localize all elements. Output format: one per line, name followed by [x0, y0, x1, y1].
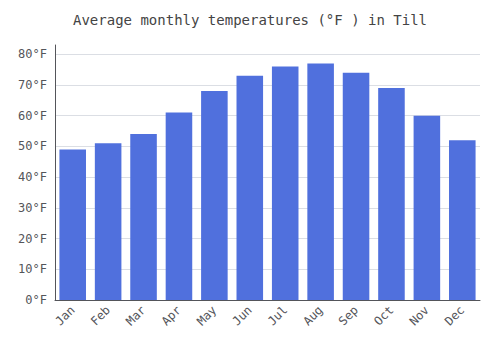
- svg-text:10°F: 10°F: [18, 262, 47, 276]
- svg-text:40°F: 40°F: [18, 170, 47, 184]
- svg-text:Mar: Mar: [123, 303, 148, 328]
- svg-text:Oct: Oct: [371, 303, 396, 328]
- svg-text:Jul: Jul: [265, 303, 290, 328]
- svg-text:Sep: Sep: [336, 303, 361, 328]
- svg-text:Nov: Nov: [407, 303, 432, 328]
- svg-text:50°F: 50°F: [18, 139, 47, 153]
- svg-text:0°F: 0°F: [25, 293, 47, 307]
- svg-text:Jan: Jan: [52, 303, 77, 328]
- svg-text:20°F: 20°F: [18, 232, 47, 246]
- svg-text:30°F: 30°F: [18, 201, 47, 215]
- svg-text:60°F: 60°F: [18, 109, 47, 123]
- svg-text:Feb: Feb: [88, 303, 113, 328]
- svg-text:Dec: Dec: [442, 303, 467, 328]
- svg-text:70°F: 70°F: [18, 78, 47, 92]
- svg-text:Apr: Apr: [159, 303, 184, 328]
- svg-text:May: May: [194, 303, 219, 328]
- svg-text:80°F: 80°F: [18, 47, 47, 61]
- svg-text:Jun: Jun: [230, 303, 255, 328]
- svg-text:Average monthly temperatures (: Average monthly temperatures (°F ) in Ti…: [73, 12, 427, 28]
- svg-text:Aug: Aug: [300, 303, 325, 328]
